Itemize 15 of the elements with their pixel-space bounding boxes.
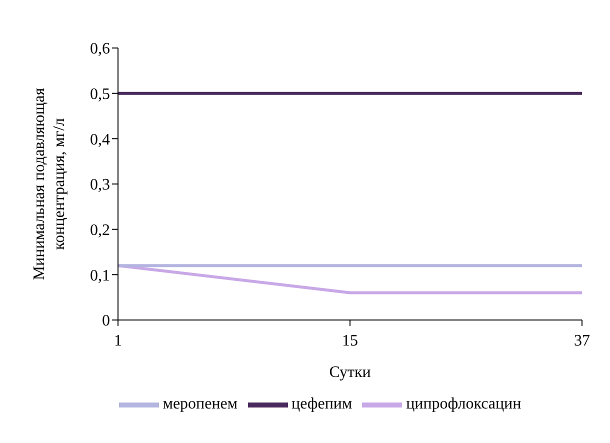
y-tick-label: 0,5 (90, 86, 110, 104)
x-axis-title: Сутки (329, 364, 372, 381)
x-tick-label: 37 (574, 332, 590, 350)
legend-label: цефепим (292, 396, 352, 413)
y-tick-label: 0,1 (90, 267, 110, 284)
y-tick-label: 0,3 (90, 176, 110, 194)
y-tick-label: 0,4 (90, 131, 110, 148)
y-tick-label: 0 (102, 312, 110, 330)
y-tick-label: 0,6 (90, 40, 110, 58)
legend-label: меропенем (162, 396, 238, 413)
legend-label: ципрофлоксацин (406, 396, 522, 413)
y-axis-title: Минимальная подавляющая концентрация, мг/л (31, 87, 68, 280)
y-tick-label: 0,2 (90, 222, 110, 240)
x-tick-label: 15 (342, 332, 358, 350)
x-tick-label: 1 (114, 332, 122, 350)
